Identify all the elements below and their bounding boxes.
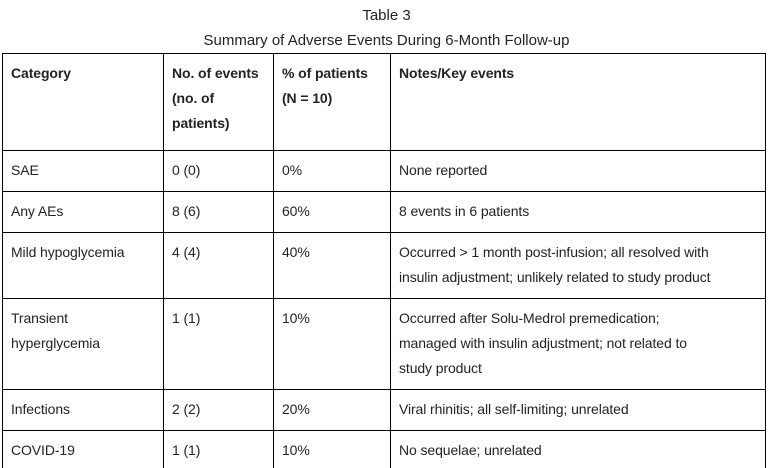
events-cell: 1 (1) <box>163 430 274 468</box>
percent-cell: 60% <box>273 191 391 233</box>
table-row: Transient hyperglycemia 1 (1) 10% Occurred … <box>2 298 766 390</box>
notes-cell: None reported <box>390 150 766 192</box>
notes-cell: Occurred > 1 month post-infusion; all re… <box>390 232 766 299</box>
column-header-events: No. of events (no. of patients) <box>163 53 274 151</box>
table-row: COVID-19 1 (1) 10% No sequelae; unrelated <box>2 430 766 468</box>
category-cell: Mild hypoglycemia <box>2 232 164 299</box>
category-cell: Infections <box>2 389 164 431</box>
table-number-title: Table 3 <box>362 7 411 24</box>
percent-cell: 40% <box>273 232 391 299</box>
header-row: Category No. of events (no. of patients)%… <box>2 53 766 151</box>
events-cell: 8 (6) <box>163 191 274 233</box>
events-cell: 1 (1) <box>163 298 274 390</box>
table-row: Infections 2 (2) 20% Viral rhinitis; all se… <box>2 389 766 431</box>
notes-cell: Occurred after Solu-Medrol premedication… <box>390 298 766 390</box>
notes-cell: No sequelae; unrelated <box>390 430 766 468</box>
category-cell: Any AEs <box>2 191 164 233</box>
percent-cell: 10% <box>273 298 391 390</box>
category-cell: Transient hyperglycemia <box>2 298 164 390</box>
events-cell: 0 (0) <box>163 150 274 192</box>
percent-cell: 0% <box>273 150 391 192</box>
category-cell: SAE <box>2 150 164 192</box>
notes-cell: Viral rhinitis; all self-limiting; unrel… <box>390 389 766 431</box>
table-row: Any AEs 8 (6) 60% 8 events in 6 patients <box>2 191 766 233</box>
percent-cell: 20% <box>273 389 391 431</box>
table-subtitle: Summary of Adverse Events During 6-Month… <box>203 32 570 49</box>
column-header-percent: % of patients (N = 10) <box>273 53 391 151</box>
table-row: Mild hypoglycemia 4 (4) 40% Occurred > 1 mo… <box>2 232 766 299</box>
percent-cell: 10% <box>273 430 391 468</box>
events-cell: 2 (2) <box>163 389 274 431</box>
category-cell: COVID-19 <box>2 430 164 468</box>
column-header-category: Category <box>2 53 164 151</box>
table-row: SAE 0 (0) 0% None reported <box>2 150 766 192</box>
notes-cell: 8 events in 6 patients <box>390 191 766 233</box>
column-header-notes: Notes/Key events <box>390 53 766 151</box>
table-body: SAE 0 (0) 0% None reported Any AEs 8 (6) 60% 8 … <box>2 150 766 468</box>
adverse-events-table: Category No. of events (no. of patients)%… <box>2 53 766 468</box>
events-cell: 4 (4) <box>163 232 274 299</box>
